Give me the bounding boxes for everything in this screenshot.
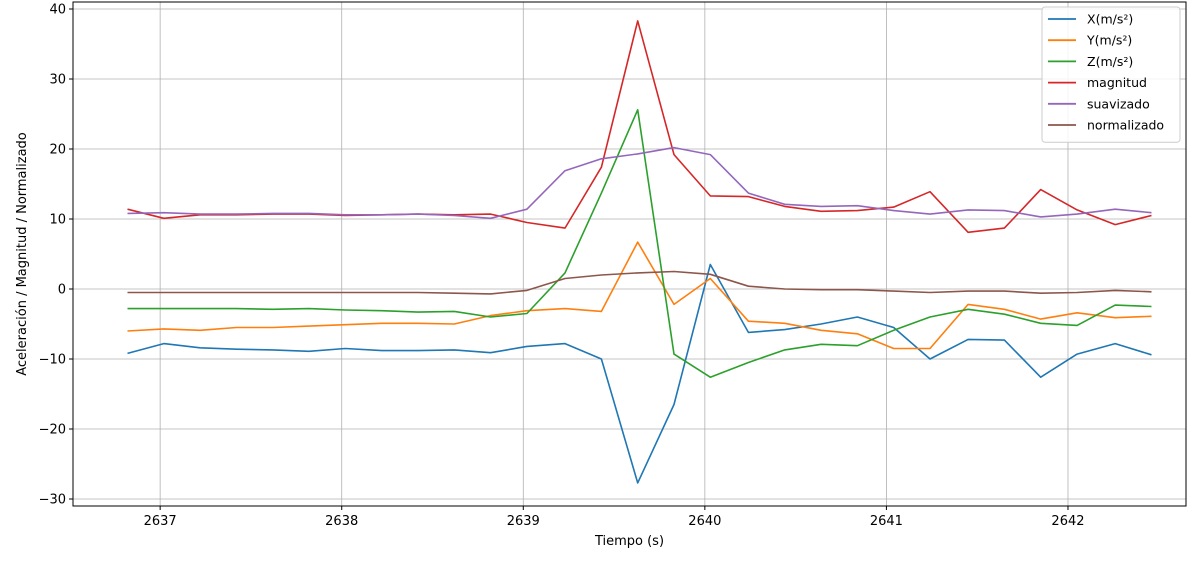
- x-tick-label: 2642: [1051, 514, 1084, 529]
- y-tick-label: 0: [58, 283, 66, 298]
- y-tick-label: 20: [49, 143, 66, 158]
- legend-box: [1041, 6, 1181, 143]
- x-tick-label: 2640: [688, 514, 721, 529]
- series-lines: [127, 20, 1152, 484]
- x-tick-label: 2637: [144, 514, 177, 529]
- axis-ticks: 2637 2638 2639 2640 2641 2642 −30 −20 −10 0 10 20 30…: [39, 3, 1085, 530]
- x-tick-label: 2639: [507, 514, 540, 529]
- plot-frame: [72, 1, 1187, 507]
- y-tick-label: −30: [39, 493, 66, 508]
- legend: X(m/s²) Y(m/s²) Z(m/s²) magnitud suavizado no…: [1041, 6, 1181, 143]
- grid: [73, 2, 1186, 506]
- series-line-y-m-s: [127, 241, 1152, 350]
- legend-label: X(m/s²): [1087, 12, 1133, 27]
- x-tick-label: 2638: [325, 514, 358, 529]
- series-line-z-m-s: [127, 109, 1152, 379]
- legend-label: Z(m/s²): [1087, 54, 1133, 69]
- legend-label: normalizado: [1087, 118, 1164, 133]
- series-line-normalizado: [127, 270, 1152, 295]
- y-tick-label: −20: [39, 423, 66, 438]
- legend-label: magnitud: [1087, 75, 1147, 90]
- y-axis-label: Aceleración / Magnitud / Normalizado: [15, 132, 30, 376]
- series-line-suavizado: [127, 146, 1152, 220]
- x-tick-label: 2641: [870, 514, 903, 529]
- y-tick-label: 10: [49, 213, 66, 228]
- y-tick-label: −10: [39, 353, 66, 368]
- series-line-x-m-s: [127, 263, 1152, 484]
- x-axis-label: Tiempo (s): [594, 534, 664, 549]
- y-tick-label: 40: [49, 3, 66, 18]
- legend-label: Y(m/s²): [1086, 33, 1132, 48]
- legend-label: suavizado: [1087, 96, 1150, 111]
- y-tick-label: 30: [49, 73, 66, 88]
